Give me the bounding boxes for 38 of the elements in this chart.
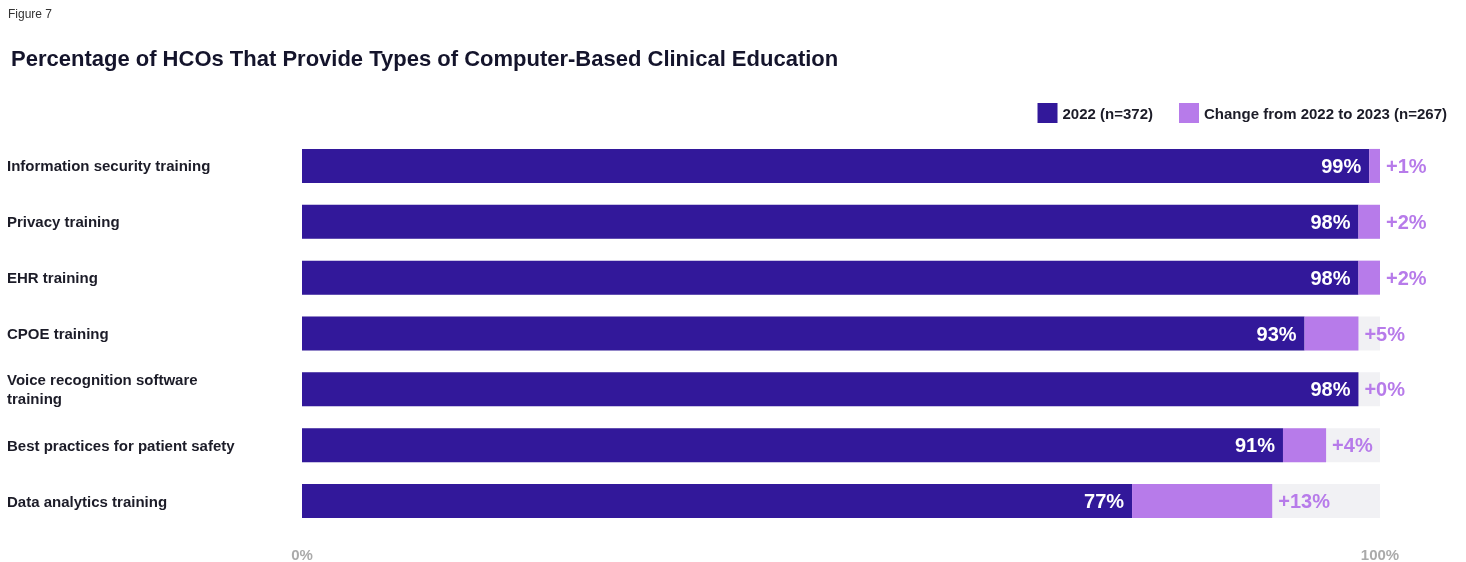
data-label: +13% — [1278, 490, 1331, 513]
data-label: 93% — [1256, 322, 1297, 345]
caption: Figure 7 — [8, 7, 53, 21]
legend-label: 2022 (n=372) — [1062, 104, 1153, 122]
data-label: 98% — [1310, 378, 1351, 401]
data-label: +5% — [1364, 322, 1406, 345]
data-label: 98% — [1310, 266, 1351, 289]
bar — [1358, 204, 1380, 239]
data-label: 99% — [1321, 154, 1362, 177]
data-label: +1% — [1386, 154, 1427, 177]
bar — [302, 484, 1133, 519]
data-label: 77% — [1084, 490, 1125, 513]
x-tick-label: 0% — [291, 546, 313, 562]
bar — [302, 428, 1283, 463]
legend-label: Change from 2022 to 2023 (n=267) — [1203, 104, 1448, 122]
bar — [302, 372, 1359, 407]
data-label: 91% — [1234, 434, 1276, 457]
bar — [302, 204, 1359, 239]
data-label: +4% — [1332, 434, 1373, 457]
y-tick-label: Information security training — [7, 157, 211, 175]
x-tick-label: 100% — [1360, 546, 1400, 562]
y-tick-label: Best practices for patient safety — [7, 436, 236, 454]
data-label: +2% — [1386, 266, 1427, 289]
y-tick-label: Privacy training — [7, 213, 120, 231]
y-tick-label: Voice recognition software training — [7, 371, 202, 408]
data-label: +2% — [1386, 210, 1427, 233]
data-label: +0% — [1364, 378, 1406, 401]
y-tick-label: CPOE training — [7, 325, 109, 342]
bar — [1358, 260, 1380, 295]
bar — [302, 148, 1370, 183]
y-tick-label: EHR training — [7, 269, 98, 287]
bar — [302, 260, 1359, 295]
bar — [1369, 148, 1380, 183]
y-tick-label: Data analytics training — [7, 492, 168, 510]
bar — [302, 316, 1305, 351]
bar — [1304, 316, 1359, 351]
data-label: 98% — [1310, 210, 1351, 233]
chart-title: Percentage of HCOs That Provide Types of Computer-Based Clinical Education — [11, 45, 839, 71]
